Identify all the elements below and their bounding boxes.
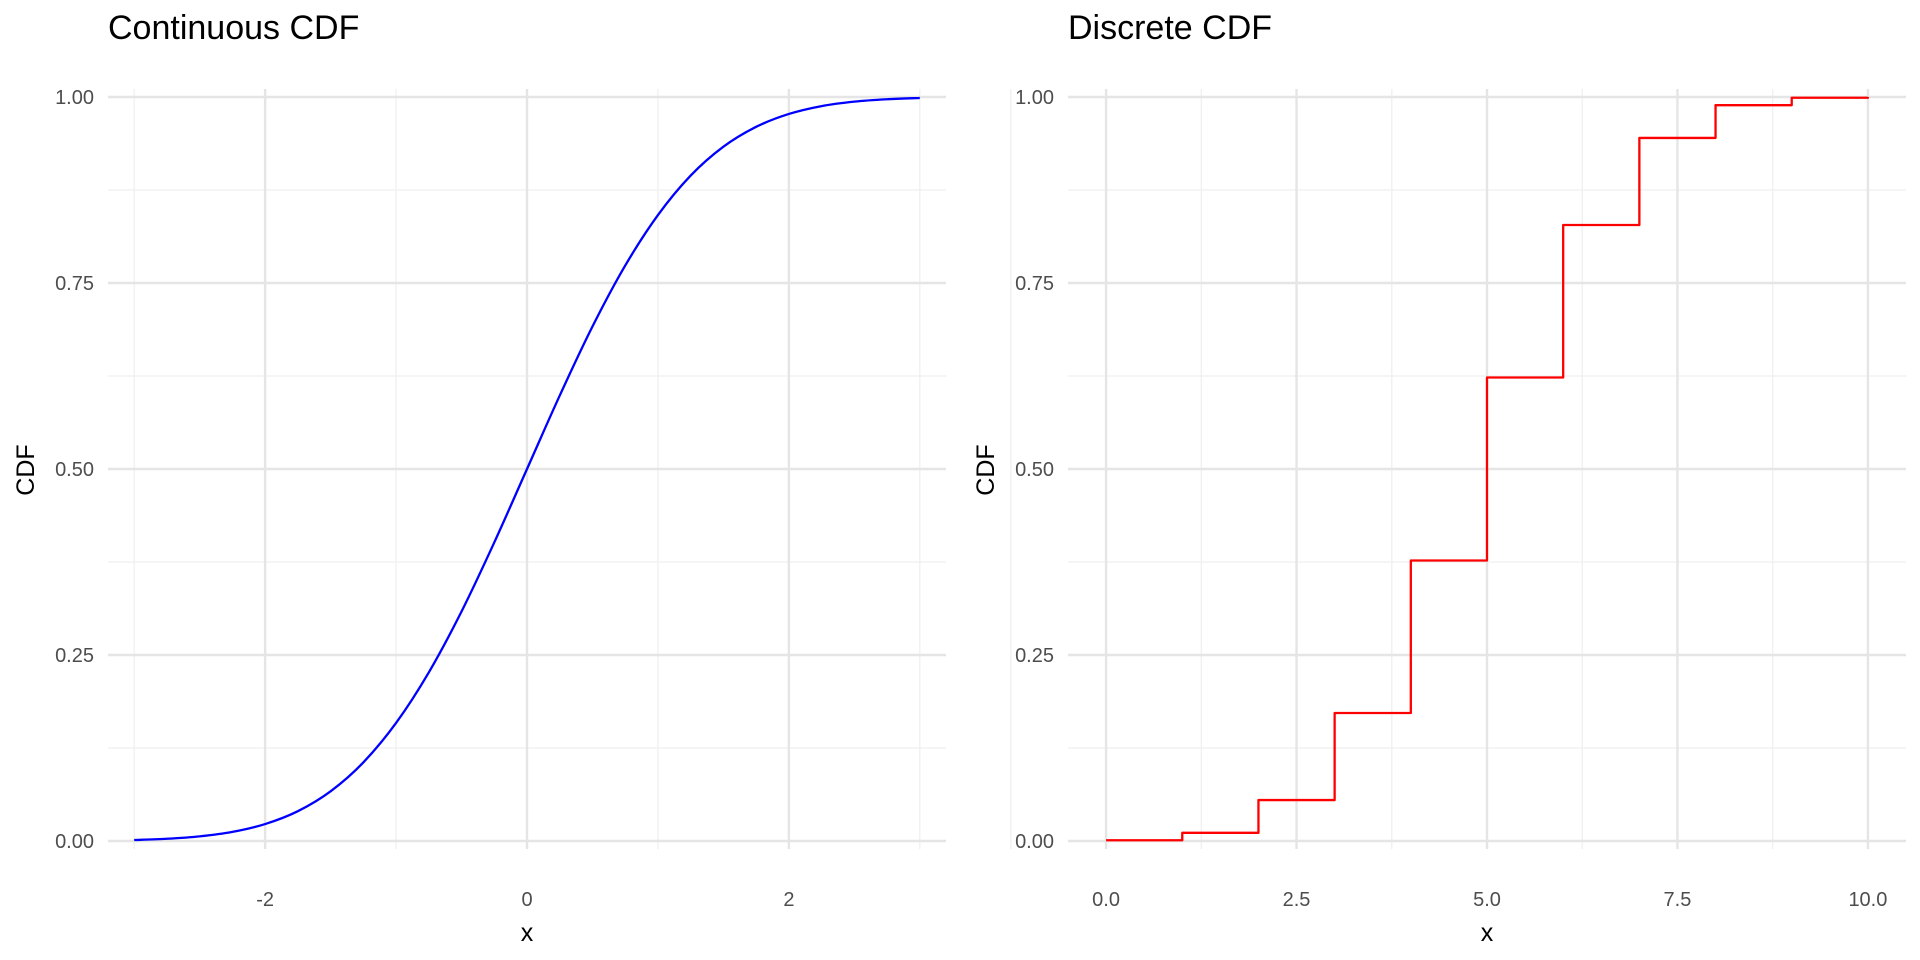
x-tick-label: 2.5 [1283,889,1311,911]
x-tick-label: 7.5 [1664,889,1692,911]
y-tick-label: 0.50 [55,459,94,481]
y-axis-title: CDF [12,444,40,495]
series-line [134,96,920,842]
chart-title: Continuous CDF [108,9,359,47]
series-group [134,96,920,842]
x-axis-title: x [521,919,534,947]
y-tick-label: 0.50 [1015,459,1054,481]
series-line [1106,96,1870,842]
y-tick-label: 0.00 [55,831,94,853]
x-tick-label: -2 [256,889,274,911]
continuous-cdf-panel: Continuous CDF 0.00 0.25 0.50 0.75 1.00 -2 0 2… [12,9,946,947]
chart-title: Discrete CDF [1068,9,1272,47]
x-tick-label: 0.0 [1092,889,1120,911]
y-tick-label: 0.75 [1015,273,1054,295]
y-tick-labels: 0.00 0.25 0.50 0.75 1.00 [1015,87,1054,853]
y-tick-label: 0.75 [55,273,94,295]
x-tick-labels: -2 0 2 [256,889,794,911]
y-tick-label: 1.00 [1015,87,1054,109]
series-group [1106,96,1870,842]
y-tick-label: 1.00 [55,87,94,109]
y-tick-label: 0.00 [1015,831,1054,853]
y-axis-title: CDF [972,444,1000,495]
x-tick-label: 5.0 [1473,889,1501,911]
x-tick-labels: 0.0 2.5 5.0 7.5 10.0 [1092,889,1887,911]
grid-lines [1010,89,1906,849]
x-tick-label: 0 [521,889,532,911]
discrete-cdf-panel: Discrete CDF 0.00 0.25 0.50 0.75 1.00 0.0 2.5… [972,9,1906,947]
y-tick-label: 0.25 [55,645,94,667]
y-tick-label: 0.25 [1015,645,1054,667]
x-tick-label: 2 [783,889,794,911]
x-tick-label: 10.0 [1848,889,1887,911]
y-tick-labels: 0.00 0.25 0.50 0.75 1.00 [55,87,94,853]
x-axis-title: x [1481,919,1494,947]
